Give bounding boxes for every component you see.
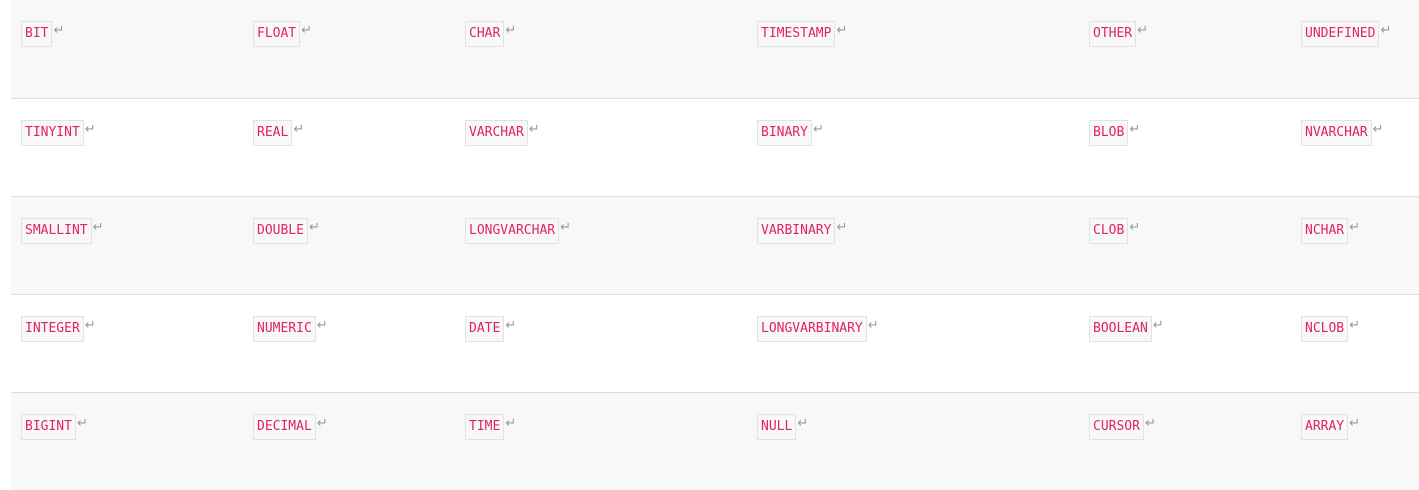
type-name-code: INTEGER [21, 315, 84, 342]
table-cell: VARCHAR ↵ [455, 98, 747, 196]
sql-types-table: BIT ↵ FLOAT ↵ CHAR ↵ TIMESTAMP ↵ OTHER ↵ UNDEFINED… [11, 0, 1419, 490]
type-name-code: ARRAY [1301, 413, 1349, 440]
type-name-code: DOUBLE [253, 217, 308, 244]
type-name-code: LONGVARCHAR [465, 217, 560, 244]
table-cell: TIMESTAMP ↵ [747, 0, 1079, 98]
type-name-code: NVARCHAR [1301, 119, 1372, 146]
return-icon: ↵ [1129, 121, 1141, 137]
table-cell: NULL ↵ [747, 392, 1079, 490]
return-icon: ↵ [1349, 219, 1361, 235]
type-name-code: FLOAT [253, 21, 301, 47]
table-cell: OTHER ↵ [1079, 0, 1291, 98]
table-cell: CHAR ↵ [455, 0, 747, 98]
return-icon: ↵ [560, 219, 571, 235]
return-icon: ↵ [505, 317, 517, 333]
type-name-code: NCLOB [1301, 315, 1349, 342]
type-name-code: CURSOR [1089, 413, 1144, 440]
table-cell: VARBINARY ↵ [747, 196, 1079, 294]
return-icon: ↵ [53, 23, 65, 38]
return-icon: ↵ [84, 317, 96, 333]
return-icon: ↵ [1380, 23, 1392, 38]
type-name-code: LONGVARBINARY [757, 315, 867, 342]
type-name-code: TIME [465, 413, 505, 440]
return-icon: ↵ [1152, 317, 1164, 333]
table-cell: CLOB ↵ [1079, 196, 1291, 294]
return-icon: ↵ [301, 23, 313, 38]
type-name-code: UNDEFINED [1301, 21, 1380, 47]
return-icon: ↵ [797, 415, 809, 431]
table-cell: SMALLINT ↵ [11, 196, 243, 294]
table-cell: UNDEFINED ↵ [1291, 0, 1419, 98]
return-icon: ↵ [1137, 23, 1149, 38]
type-name-code: BOOLEAN [1089, 315, 1152, 342]
return-icon: ↵ [316, 317, 328, 333]
type-name-code: VARCHAR [465, 119, 528, 146]
table-cell: BIT ↵ [11, 0, 243, 98]
type-name-code: CLOB [1089, 217, 1129, 244]
table-cell: BINARY ↵ [747, 98, 1079, 196]
return-icon: ↵ [528, 121, 540, 137]
table-cell: DOUBLE ↵ [243, 196, 455, 294]
table-cell: ARRAY ↵ [1291, 392, 1419, 490]
type-name-code: DECIMAL [253, 413, 316, 440]
table-cell: BIGINT ↵ [11, 392, 243, 490]
table-cell: LONGVARBINARY ↵ [747, 294, 1079, 392]
return-icon: ↵ [1349, 415, 1361, 431]
return-icon: ↵ [836, 219, 848, 235]
type-name-code: TINYINT [21, 119, 84, 146]
table-cell: BLOB ↵ [1079, 98, 1291, 196]
table-row: SMALLINT ↵ DOUBLE ↵ LONGVARCHAR ↵ VARBINARY ↵ CL… [11, 196, 1419, 294]
type-name-code: DATE [465, 315, 505, 342]
return-icon: ↵ [92, 219, 104, 235]
table-cell: NUMERIC ↵ [243, 294, 455, 392]
type-name-code: BIGINT [21, 413, 76, 440]
type-name-code: VARBINARY [757, 217, 836, 244]
table-cell: TINYINT ↵ [11, 98, 243, 196]
return-icon: ↵ [505, 415, 517, 431]
return-icon: ↵ [505, 23, 517, 38]
return-icon: ↵ [1372, 121, 1384, 137]
table-cell: INTEGER ↵ [11, 294, 243, 392]
return-icon: ↵ [836, 23, 848, 38]
table-cell: DATE ↵ [455, 294, 747, 392]
table-cell: REAL ↵ [243, 98, 455, 196]
type-name-code: TIMESTAMP [757, 21, 836, 47]
table-cell: CURSOR ↵ [1079, 392, 1291, 490]
return-icon: ↵ [1129, 219, 1141, 235]
type-name-code: OTHER [1089, 21, 1137, 47]
type-name-code: BINARY [757, 119, 812, 146]
return-icon: ↵ [76, 415, 88, 431]
return-icon: ↵ [308, 219, 320, 235]
table-row: TINYINT ↵ REAL ↵ VARCHAR ↵ BINARY ↵ BLOB ↵ NVARCHA… [11, 98, 1419, 196]
return-icon: ↵ [316, 415, 328, 431]
table-row: BIGINT ↵ DECIMAL ↵ TIME ↵ NULL ↵ CURSOR ↵ ARRAY ↵ [11, 392, 1419, 490]
return-icon: ↵ [293, 121, 305, 137]
type-name-code: BLOB [1089, 119, 1129, 146]
table-cell: NCLOB ↵ [1291, 294, 1419, 392]
table-row: INTEGER ↵ NUMERIC ↵ DATE ↵ LONGVARBINARY ↵ BOOLE… [11, 294, 1419, 392]
table-cell: DECIMAL ↵ [243, 392, 455, 490]
table-cell: LONGVARCHAR ↵ [455, 196, 747, 294]
return-icon: ↵ [867, 317, 879, 333]
table-cell: NVARCHAR ↵ [1291, 98, 1419, 196]
return-icon: ↵ [84, 121, 96, 137]
type-name-code: CHAR [465, 21, 505, 47]
type-name-code: NULL [757, 413, 797, 440]
table-row: BIT ↵ FLOAT ↵ CHAR ↵ TIMESTAMP ↵ OTHER ↵ UNDEFINED… [11, 0, 1419, 98]
type-name-code: SMALLINT [21, 217, 92, 244]
type-name-code: BIT [21, 21, 53, 47]
type-name-code: NUMERIC [253, 315, 316, 342]
type-name-code: NCHAR [1301, 217, 1349, 244]
return-icon: ↵ [1144, 415, 1156, 431]
return-icon: ↵ [812, 121, 824, 137]
table-cell: FLOAT ↵ [243, 0, 455, 98]
return-icon: ↵ [1349, 317, 1361, 333]
table-cell: TIME ↵ [455, 392, 747, 490]
table-cell: NCHAR ↵ [1291, 196, 1419, 294]
table-cell: BOOLEAN ↵ [1079, 294, 1291, 392]
type-name-code: REAL [253, 119, 293, 146]
